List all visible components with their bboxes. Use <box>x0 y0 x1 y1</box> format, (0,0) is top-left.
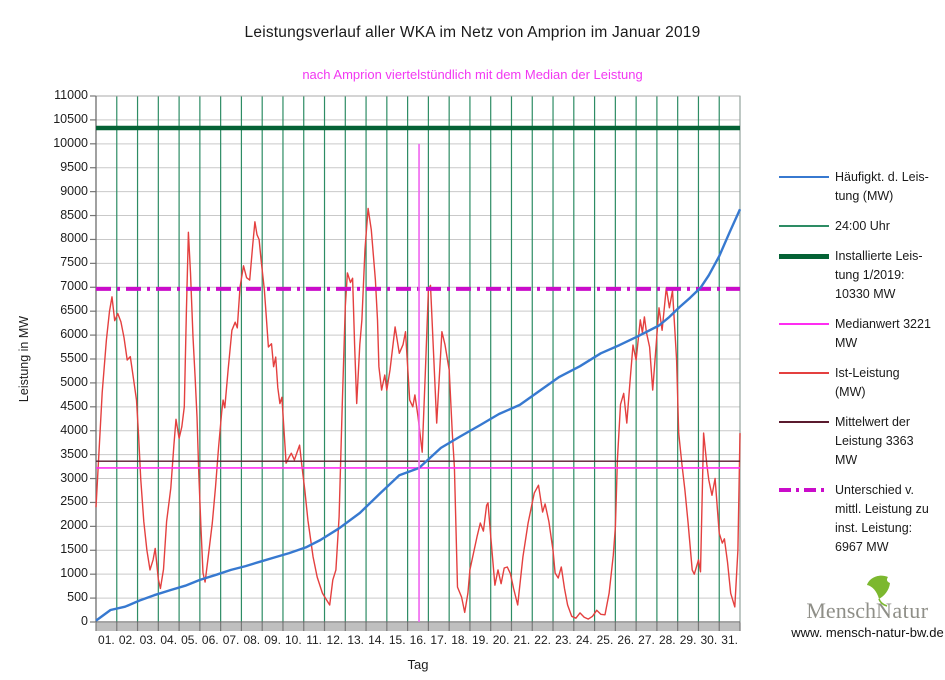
x-tick-label: 21. <box>513 633 531 647</box>
x-axis-title: Tag <box>407 657 429 672</box>
y-tick-label: 500 <box>67 590 88 605</box>
x-tick-label: 04. <box>160 633 178 647</box>
legend-label: Mittelwert der Leistung 3363 MW <box>835 415 914 467</box>
x-tick-label: 19. <box>471 633 489 647</box>
legend-line-swatch <box>779 421 829 423</box>
x-tick-label: 27. <box>638 633 655 647</box>
legend-item: Mittelwert der Leistung 3363 MW <box>779 413 944 470</box>
logo-brand: MenschNatur <box>790 575 945 623</box>
y-tick-label: 4000 <box>60 422 88 437</box>
x-tick-label: 20. <box>492 633 510 647</box>
x-tick-label: 13. <box>347 633 365 647</box>
legend-item: Ist-Leistung (MW) <box>779 364 944 402</box>
x-tick-label: 31. <box>721 633 738 647</box>
x-tick-label: 23. <box>555 633 572 647</box>
ginkgo-leaf-icon <box>862 574 898 612</box>
x-tick-label: 07. <box>222 633 240 647</box>
legend-line-swatch <box>779 323 829 325</box>
x-tick-label: 25. <box>596 633 614 647</box>
y-tick-label: 1000 <box>60 566 88 581</box>
logo-brand-mensch: Mensch <box>806 598 877 623</box>
x-tick-label: 05. <box>181 633 198 647</box>
y-tick-label: 8000 <box>60 231 88 246</box>
x-tick-label: 17. <box>430 633 448 647</box>
legend-item: Unterschied v. mittl. Leistung zu inst. … <box>779 481 944 557</box>
y-tick-label: 6500 <box>60 303 88 318</box>
y-tick-label: 7000 <box>60 279 88 294</box>
legend-item: Installierte Leis- tung 1/2019: 10330 MW <box>779 247 944 304</box>
x-tick-label: 28. <box>658 633 676 647</box>
legend-line-swatch <box>779 225 829 227</box>
chart-legend: Häufigkt. d. Leis- tung (MW) 24:00 Uhr Ins… <box>779 168 944 557</box>
x-tick-label: 26. <box>617 633 635 647</box>
legend-label: Häufigkt. d. Leis- tung (MW) <box>835 170 929 203</box>
x-tick-label: 01. <box>98 633 115 647</box>
y-tick-label: 3000 <box>60 470 88 485</box>
x-tick-label: 24. <box>575 633 593 647</box>
y-tick-label: 7500 <box>60 255 88 270</box>
legend-line-swatch <box>779 253 829 259</box>
legend-line-swatch <box>779 372 829 374</box>
x-tick-label: 22. <box>534 633 551 647</box>
y-tick-label: 10000 <box>53 135 88 150</box>
x-tick-label: 14. <box>368 633 385 647</box>
y-tick-label: 5000 <box>60 374 88 389</box>
legend-item: Medianwert 3221 MW <box>779 315 944 353</box>
x-tick-label: 12. <box>326 633 344 647</box>
x-tick-label: 18. <box>451 633 468 647</box>
chart-title: Leistungsverlauf aller WKA im Netz von A… <box>244 24 701 41</box>
legend-item: Häufigkt. d. Leis- tung (MW) <box>779 168 944 206</box>
y-tick-label: 6000 <box>60 327 88 342</box>
y-tick-label: 11000 <box>54 88 88 102</box>
x-tick-label: 30. <box>700 633 718 647</box>
x-tick-label: 15. <box>388 633 406 647</box>
x-tick-label: 08. <box>243 633 261 647</box>
y-axis-title: Leistung in MW <box>17 315 31 403</box>
y-tick-label: 1500 <box>60 542 88 557</box>
x-tick-label: 11. <box>306 633 323 647</box>
legend-label: Medianwert 3221 MW <box>835 317 931 350</box>
y-tick-label: 9500 <box>60 159 88 174</box>
legend-line-swatch <box>779 488 829 492</box>
legend-label: 24:00 Uhr <box>835 219 890 233</box>
y-tick-label: 2500 <box>60 494 88 509</box>
legend-label: Ist-Leistung (MW) <box>835 366 900 399</box>
x-tick-label: 06. <box>201 633 219 647</box>
x-tick-label: 03. <box>139 633 157 647</box>
x-tick-label: 09. <box>264 633 281 647</box>
y-tick-label: 2000 <box>60 518 88 533</box>
y-tick-label: 10500 <box>53 111 88 126</box>
logo-brand-natur: Natur <box>876 598 929 623</box>
legend-item: 24:00 Uhr <box>779 217 944 236</box>
x-tick-label: 29. <box>679 633 697 647</box>
legend-label: Installierte Leis- tung 1/2019: 10330 MW <box>835 249 923 301</box>
y-tick-label: 0 <box>81 614 88 628</box>
x-tick-label: 16. <box>409 633 427 647</box>
y-tick-label: 4500 <box>60 398 88 413</box>
y-tick-label: 9000 <box>60 183 88 198</box>
mensch-natur-logo: MenschNatur www. mensch-natur-bw.de <box>790 575 945 640</box>
y-tick-label: 5500 <box>60 351 88 365</box>
y-tick-label: 8500 <box>60 207 88 222</box>
legend-label: Unterschied v. mittl. Leistung zu inst. … <box>835 483 929 554</box>
legend-line-swatch <box>779 175 829 179</box>
logo-website: www. mensch-natur-bw.de <box>791 625 944 640</box>
x-tick-label: 10. <box>285 633 302 647</box>
y-tick-label: 3500 <box>60 446 88 461</box>
chart-subtitle: nach Amprion viertelstündlich mit dem Me… <box>302 67 643 82</box>
x-tick-label: 02. <box>118 633 136 647</box>
